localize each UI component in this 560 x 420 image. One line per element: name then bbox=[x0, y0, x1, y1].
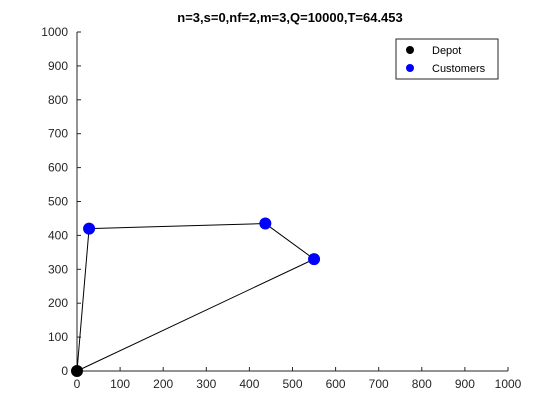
x-tick-label: 400 bbox=[239, 377, 259, 391]
x-tick-label: 600 bbox=[326, 377, 346, 391]
x-tick-label: 900 bbox=[455, 377, 475, 391]
chart-title: n=3,s=0,nf=2,m=3,Q=10000,T=64.453 bbox=[177, 10, 403, 25]
x-tick-label: 100 bbox=[110, 377, 130, 391]
y-tick-label: 500 bbox=[48, 195, 68, 209]
x-tick-label: 200 bbox=[153, 377, 173, 391]
depot-legend-marker bbox=[406, 46, 414, 54]
route-segment bbox=[265, 224, 314, 260]
y-tick-label: 100 bbox=[48, 330, 68, 344]
customer-point bbox=[83, 223, 95, 235]
x-tick-label: 300 bbox=[196, 377, 216, 391]
x-tick-label: 800 bbox=[412, 377, 432, 391]
y-tick-label: 700 bbox=[48, 127, 68, 141]
y-tick-label: 600 bbox=[48, 161, 68, 175]
y-tick-label: 300 bbox=[48, 262, 68, 276]
legend: Depot Customers bbox=[396, 39, 498, 79]
x-tick-label: 500 bbox=[282, 377, 302, 391]
route-segment bbox=[77, 229, 89, 371]
depot-point bbox=[71, 365, 83, 377]
y-tick-label: 200 bbox=[48, 296, 68, 310]
y-tick-label: 900 bbox=[48, 59, 68, 73]
y-tick-label: 400 bbox=[48, 228, 68, 242]
points-layer bbox=[71, 218, 320, 377]
customers-legend-marker bbox=[406, 64, 414, 72]
legend-label: Depot bbox=[432, 45, 461, 57]
customer-point bbox=[259, 218, 271, 230]
route-layer bbox=[77, 224, 314, 371]
x-tick-label: 700 bbox=[369, 377, 389, 391]
y-tick-label: 1000 bbox=[41, 25, 68, 39]
y-tick-label: 800 bbox=[48, 93, 68, 107]
customer-point bbox=[308, 253, 320, 265]
legend-label: Customers bbox=[432, 63, 486, 75]
x-tick-label: 0 bbox=[74, 377, 81, 391]
y-tick-label: 0 bbox=[61, 364, 68, 378]
route-segment bbox=[89, 224, 265, 229]
axes: 0 100 200 300 400 500 600 700 800 900 1000 0 100 200 3… bbox=[41, 25, 521, 391]
route-segment bbox=[77, 259, 314, 371]
x-tick-label: 1000 bbox=[495, 377, 522, 391]
